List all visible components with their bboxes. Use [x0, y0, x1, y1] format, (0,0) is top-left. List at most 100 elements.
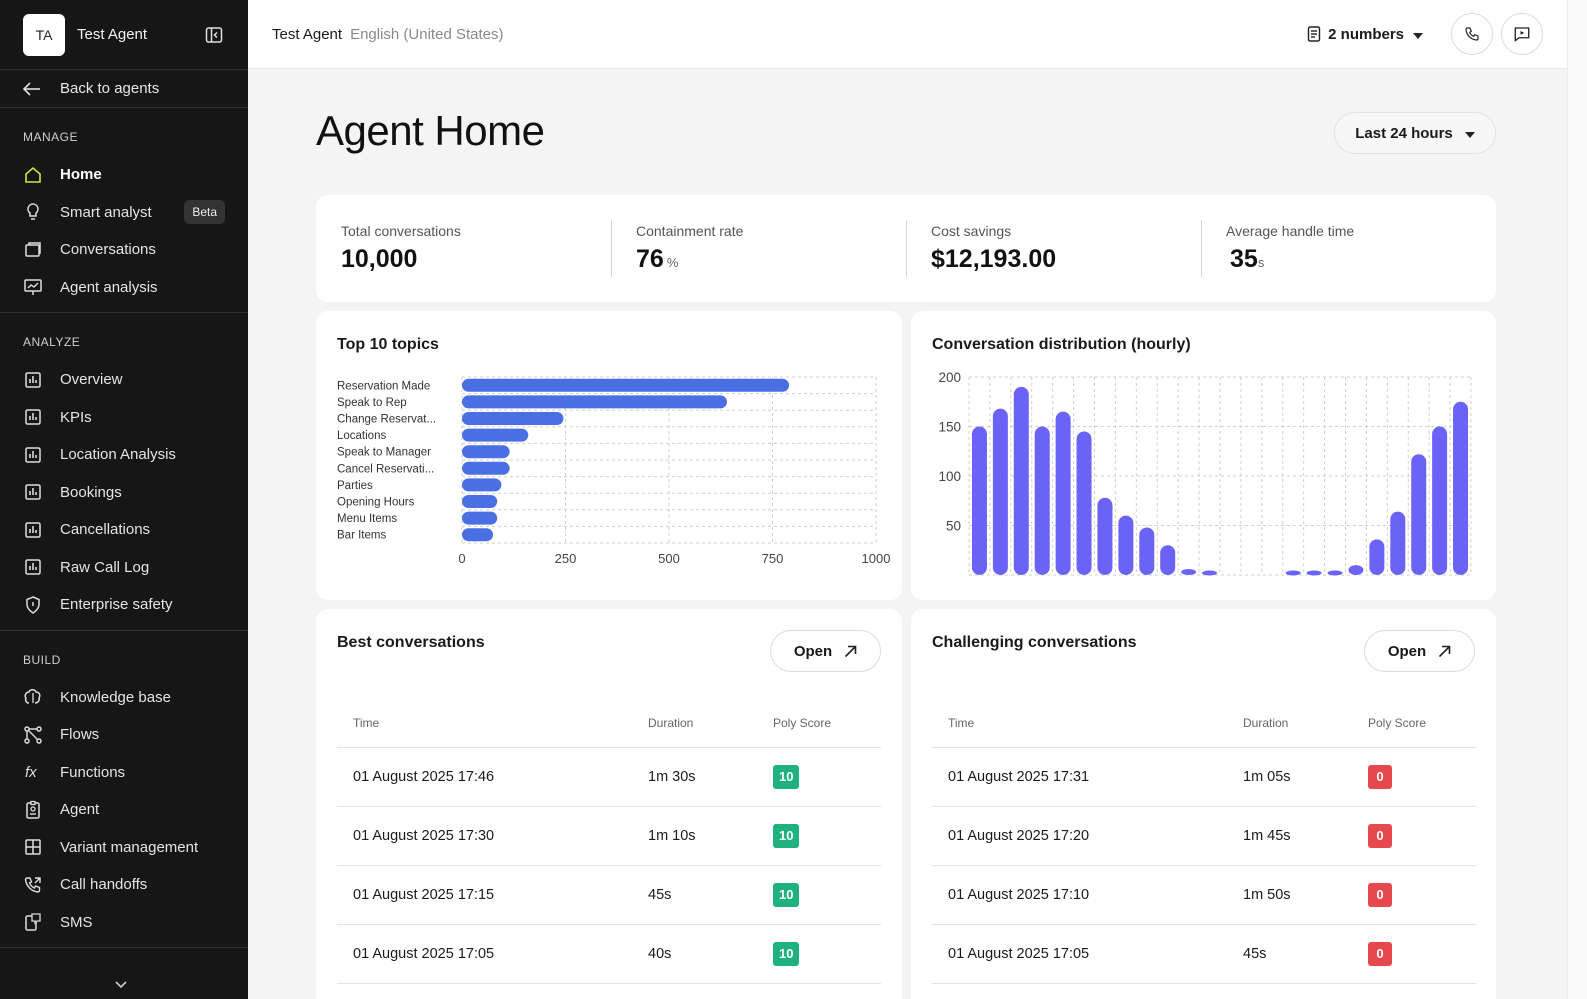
challenging-conversations-table: Time Duration Poly Score 01 August 2025 … [932, 699, 1476, 984]
topic-bar[interactable] [462, 412, 564, 425]
hour-bar[interactable] [1369, 539, 1385, 575]
topic-bar[interactable] [462, 461, 510, 475]
table-row[interactable]: 01 August 2025 17:05 45s 0 [932, 924, 1476, 984]
hour-bar[interactable] [1181, 569, 1197, 575]
kpi-value: 10,000 [341, 245, 418, 273]
avatar[interactable]: TA [23, 13, 65, 56]
page-scrollbar[interactable] [1567, 0, 1587, 999]
hour-bar[interactable] [1306, 570, 1322, 576]
hour-bar[interactable] [971, 426, 987, 576]
table-row[interactable]: 01 August 2025 17:20 1m 45s 0 [932, 806, 1476, 866]
topic-bar[interactable] [462, 528, 494, 542]
arrow-left-icon [23, 81, 43, 96]
conversations-icon [23, 240, 43, 260]
top-topics-title: Top 10 topics [337, 336, 439, 353]
hour-bar[interactable] [992, 408, 1008, 575]
hour-bar[interactable] [1034, 426, 1050, 576]
table-row[interactable]: 01 August 2025 17:30 1m 10s 10 [337, 806, 881, 866]
hour-bar[interactable] [1285, 570, 1301, 576]
sidebar-item-enterprise-safety[interactable]: Enterprise safety [0, 586, 248, 624]
sidebar-item-call-handoffs[interactable]: Call handoffs [0, 866, 248, 904]
time-range-dropdown[interactable]: Last 24 hours [1334, 112, 1496, 154]
open-challenging-button[interactable]: Open [1364, 630, 1475, 672]
sidebar-item-kpis[interactable]: KPIs [0, 399, 248, 437]
sidebar-item-conversations[interactable]: Conversations [0, 231, 248, 269]
sidebar-item-home[interactable]: Home [0, 156, 248, 194]
hour-bar[interactable] [1139, 527, 1155, 575]
open-best-button[interactable]: Open [770, 630, 881, 672]
hour-bar[interactable] [1013, 386, 1029, 575]
call-button[interactable] [1451, 13, 1493, 55]
topic-bar[interactable] [462, 395, 727, 409]
sidebar-item-raw-call-log[interactable]: Raw Call Log [0, 549, 248, 587]
kpi-label: Total conversations [341, 223, 461, 239]
sidebar-item-cancellations[interactable]: Cancellations [0, 511, 248, 549]
hour-bar[interactable] [1453, 401, 1469, 575]
hour-bar[interactable] [1118, 515, 1134, 575]
topic-bar[interactable] [462, 495, 498, 508]
hour-bar[interactable] [1055, 411, 1071, 575]
table-row[interactable]: 01 August 2025 17:46 1m 30s 10 [337, 747, 881, 807]
table-row[interactable]: 01 August 2025 17:10 1m 50s 0 [932, 865, 1476, 925]
sidebar-item-flows[interactable]: Flows [0, 716, 248, 754]
y-tick-label: 200 [938, 370, 961, 385]
y-tick-label: Bar Items [337, 530, 386, 542]
cell-time: 01 August 2025 17:31 [932, 747, 1227, 807]
topic-bar[interactable] [462, 378, 790, 392]
sidebar-item-agent[interactable]: Agent [0, 791, 248, 829]
chat-button[interactable] [1501, 13, 1543, 55]
time-range-label: Last 24 hours [1355, 124, 1453, 142]
cell-duration: 1m 45s [1227, 806, 1352, 866]
table-row[interactable]: 01 August 2025 17:31 1m 05s 0 [932, 747, 1476, 807]
kpi-value: 76% [636, 245, 679, 273]
topic-bar[interactable] [462, 478, 502, 492]
back-to-agents-link[interactable]: Back to agents [0, 70, 248, 108]
hour-bar[interactable] [1076, 431, 1092, 575]
chevron-down-icon[interactable] [114, 976, 128, 994]
sidebar-item-variant-management[interactable]: Variant management [0, 829, 248, 867]
caret-down-icon [1413, 26, 1423, 43]
sidebar-item-sms[interactable]: SMS [0, 904, 248, 942]
topic-bar[interactable] [462, 445, 510, 459]
hour-bar[interactable] [1348, 565, 1364, 575]
cell-duration: 45s [632, 865, 757, 925]
hour-bar[interactable] [1097, 497, 1113, 575]
table-row[interactable]: 01 August 2025 17:15 45s 10 [337, 865, 881, 925]
sidebar-item-location-analysis[interactable]: Location Analysis [0, 436, 248, 474]
sidebar-item-label: Enterprise safety [60, 596, 173, 614]
sidebar-item-agent-analysis[interactable]: Agent analysis [0, 269, 248, 307]
distribution-title: Conversation distribution (hourly) [932, 336, 1191, 353]
poly-score-badge: 0 [1368, 882, 1392, 907]
hour-bar[interactable] [1160, 545, 1176, 575]
agent-analysis-icon [23, 277, 43, 297]
sidebar-item-bookings[interactable]: Bookings [0, 474, 248, 512]
message-icon [1514, 27, 1530, 42]
topbar-agent-name: Test Agent [272, 25, 343, 43]
topic-bar[interactable] [462, 511, 498, 525]
collapse-sidebar-icon[interactable] [203, 24, 225, 46]
sidebar-item-functions[interactable]: fx Functions [0, 754, 248, 792]
poly-score-badge: 10 [773, 823, 800, 848]
hour-bar[interactable] [1327, 570, 1343, 576]
sidebar-item-label: Bookings [60, 483, 122, 501]
cell-score: 10 [757, 865, 881, 925]
table-row[interactable]: 01 August 2025 17:05 40s 10 [337, 924, 881, 984]
hour-bar[interactable] [1411, 454, 1427, 575]
hour-bar[interactable] [1202, 570, 1218, 576]
sidebar-item-overview[interactable]: Overview [0, 361, 248, 399]
y-tick-label: Speak to Rep [337, 397, 407, 409]
numbers-dropdown[interactable]: 2 numbers [1307, 26, 1423, 43]
top-bar: Test Agent English (United States) 2 num… [248, 0, 1567, 69]
cell-time: 01 August 2025 17:20 [932, 806, 1227, 866]
home-icon [23, 165, 43, 185]
topic-bar[interactable] [462, 428, 529, 442]
kpi-label: Containment rate [636, 223, 744, 239]
sidebar-item-knowledge-base[interactable]: Knowledge base [0, 679, 248, 717]
poly-score-badge: 0 [1368, 823, 1392, 848]
hour-bar[interactable] [1390, 511, 1406, 575]
sidebar-item-smart-analyst[interactable]: Smart analyst Beta [0, 194, 248, 232]
bar-chart-icon [23, 370, 43, 390]
bar-chart-icon [23, 482, 43, 502]
sidebar-section-title: ANALYZE [23, 335, 81, 349]
hour-bar[interactable] [1432, 426, 1448, 576]
